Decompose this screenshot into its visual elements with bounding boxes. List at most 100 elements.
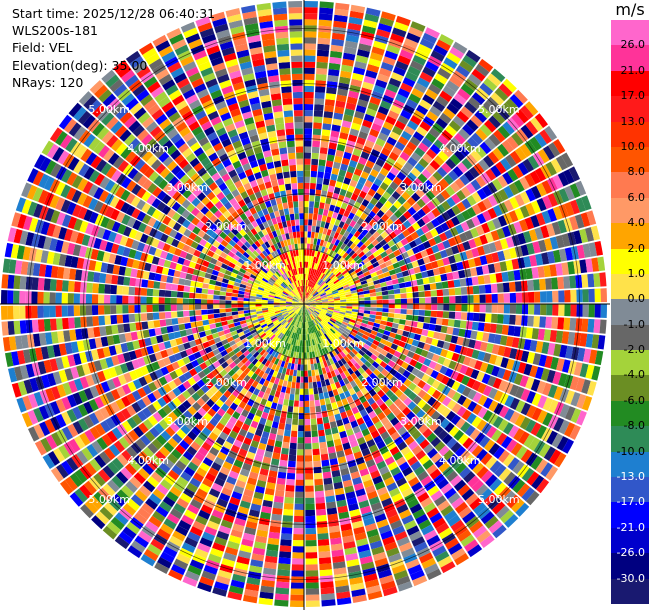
velocity-cell bbox=[304, 243, 307, 250]
velocity-cell bbox=[330, 370, 336, 378]
velocity-cell bbox=[396, 272, 404, 279]
velocity-cell bbox=[599, 319, 607, 334]
velocity-cell bbox=[297, 443, 304, 450]
velocity-cell bbox=[415, 188, 425, 198]
velocity-cell bbox=[509, 348, 518, 360]
velocity-cell bbox=[319, 252, 324, 259]
velocity-cell bbox=[276, 581, 290, 589]
velocity-cell bbox=[402, 77, 416, 88]
velocity-cell bbox=[308, 321, 312, 328]
velocity-cell bbox=[406, 364, 415, 373]
velocity-cell bbox=[316, 277, 321, 284]
velocity-cell bbox=[334, 239, 340, 247]
velocity-cell bbox=[542, 412, 554, 427]
velocity-cell bbox=[313, 207, 319, 215]
velocity-cell bbox=[316, 304, 323, 306]
velocity-cell bbox=[501, 271, 509, 282]
velocity-cell bbox=[213, 313, 221, 319]
velocity-cell bbox=[426, 221, 435, 231]
velocity-cell bbox=[376, 295, 383, 300]
velocity-cell bbox=[405, 186, 415, 197]
velocity-cell bbox=[330, 173, 338, 181]
velocity-cell bbox=[520, 402, 531, 416]
velocity-cell bbox=[307, 321, 311, 328]
velocity-cell bbox=[358, 156, 368, 166]
velocity-cell bbox=[432, 517, 446, 529]
velocity-cell bbox=[310, 302, 317, 304]
velocity-cell bbox=[386, 83, 399, 93]
velocity-cell bbox=[509, 314, 516, 325]
velocity-cell bbox=[309, 300, 316, 303]
velocity-cell bbox=[300, 370, 304, 377]
velocity-cell bbox=[277, 428, 285, 436]
velocity-cell bbox=[444, 537, 460, 550]
velocity-cell bbox=[381, 377, 390, 385]
velocity-cell bbox=[379, 167, 389, 177]
velocity-cell bbox=[434, 182, 445, 193]
velocity-cell bbox=[7, 321, 15, 335]
velocity-cell bbox=[342, 52, 356, 61]
velocity-cell bbox=[312, 381, 318, 389]
velocity-cell bbox=[390, 385, 399, 394]
velocity-cell bbox=[339, 132, 349, 140]
velocity-cell bbox=[366, 64, 380, 73]
velocity-cell bbox=[370, 430, 380, 439]
velocity-cell bbox=[484, 137, 497, 151]
velocity-cell bbox=[403, 146, 414, 157]
velocity-cell bbox=[434, 347, 443, 356]
velocity-cell bbox=[422, 240, 431, 249]
velocity-cell bbox=[521, 280, 528, 292]
velocity-cell bbox=[293, 521, 304, 529]
velocity-cell bbox=[331, 289, 338, 293]
velocity-cell bbox=[340, 334, 347, 341]
velocity-cell bbox=[304, 304, 307, 310]
velocity-cell bbox=[319, 280, 325, 286]
velocity-cell bbox=[194, 299, 202, 304]
velocity-cell bbox=[311, 339, 315, 346]
velocity-cell bbox=[357, 99, 369, 108]
velocity-cell bbox=[421, 271, 429, 279]
velocity-cell bbox=[398, 340, 406, 348]
velocity-cell bbox=[146, 296, 153, 304]
velocity-cell bbox=[501, 140, 514, 154]
velocity-cell bbox=[318, 13, 333, 21]
velocity-cell bbox=[315, 307, 322, 310]
velocity-cell bbox=[451, 403, 462, 414]
velocity-cell bbox=[374, 455, 384, 465]
velocity-cell bbox=[74, 281, 81, 293]
velocity-cell bbox=[360, 87, 372, 97]
velocity-cell bbox=[547, 208, 558, 222]
velocity-cell bbox=[354, 282, 362, 287]
velocity-cell bbox=[306, 322, 308, 329]
velocity-cell bbox=[445, 247, 454, 257]
velocity-cell bbox=[283, 435, 291, 443]
velocity-cell bbox=[327, 307, 334, 311]
velocity-cell bbox=[532, 353, 542, 366]
velocity-cell bbox=[305, 316, 307, 323]
velocity-cell bbox=[558, 304, 565, 316]
velocity-cell bbox=[73, 293, 80, 304]
velocity-cell bbox=[454, 178, 465, 189]
velocity-cell bbox=[453, 429, 465, 441]
velocity-cell bbox=[308, 382, 313, 389]
velocity-cell bbox=[373, 143, 383, 153]
velocity-cell bbox=[462, 511, 476, 524]
velocity-cell bbox=[362, 286, 370, 291]
velocity-cell bbox=[425, 367, 434, 376]
velocity-cell bbox=[424, 310, 432, 317]
velocity-cell bbox=[176, 291, 184, 298]
velocity-cell bbox=[401, 487, 414, 498]
velocity-cell bbox=[306, 346, 310, 353]
velocity-cell bbox=[311, 313, 317, 319]
velocity-cell bbox=[387, 289, 395, 295]
velocity-cell bbox=[327, 210, 334, 218]
velocity-cell bbox=[328, 306, 335, 309]
velocity-cell bbox=[441, 129, 453, 141]
velocity-cell bbox=[312, 357, 317, 364]
velocity-cell bbox=[367, 243, 375, 251]
velocity-cell bbox=[387, 336, 395, 343]
velocity-cell bbox=[37, 305, 44, 318]
velocity-cell bbox=[338, 511, 350, 520]
velocity-cell bbox=[470, 227, 479, 238]
velocity-cell bbox=[339, 309, 346, 313]
